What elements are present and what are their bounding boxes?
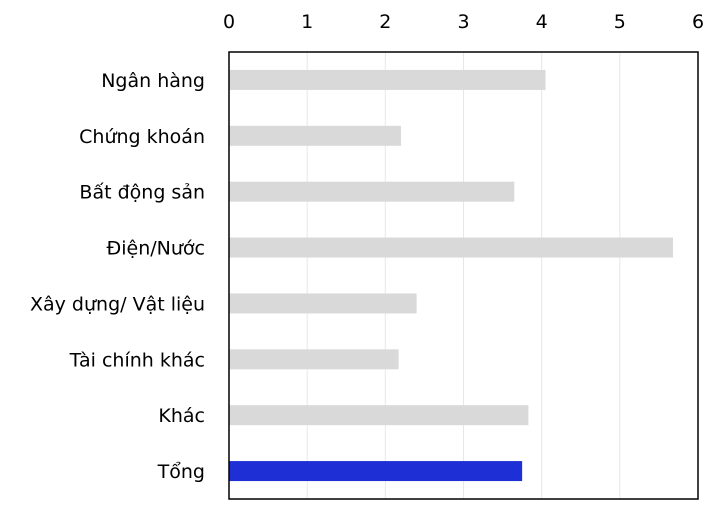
bar [229, 181, 515, 202]
category-label: Xây dựng/ Vật liệu [30, 293, 205, 315]
x-tick-label: 4 [536, 11, 548, 33]
plot-frame [228, 51, 699, 500]
bar [229, 461, 523, 482]
category-label: Khác [158, 405, 205, 427]
bar [229, 405, 529, 426]
category-label: Điện/Nước [107, 238, 205, 260]
x-tick-label: 0 [223, 11, 235, 33]
bar [229, 125, 401, 146]
category-label: Tổng [157, 461, 205, 483]
x-tick-label: 1 [301, 11, 313, 33]
grid-layer [306, 52, 621, 499]
category-label: Chứng khoán [79, 126, 205, 148]
bar [229, 349, 399, 370]
category-labels: Ngân hàng Chứng khoán Bất động sản Điện/Nướ… [30, 70, 205, 483]
category-label: Tài chính khác [69, 349, 205, 371]
category-label: Bất động sản [79, 182, 205, 204]
x-tick-label: 6 [692, 11, 704, 33]
x-tick-label: 5 [614, 11, 626, 33]
x-tick-label: 3 [457, 11, 469, 33]
category-label: Ngân hàng [101, 70, 205, 92]
bar [229, 237, 673, 258]
bar [229, 69, 546, 90]
x-tick-label: 2 [379, 11, 391, 33]
bar-layer [229, 69, 673, 482]
x-tick-labels: 0 1 2 3 4 5 6 [223, 11, 704, 33]
bar [229, 293, 417, 314]
